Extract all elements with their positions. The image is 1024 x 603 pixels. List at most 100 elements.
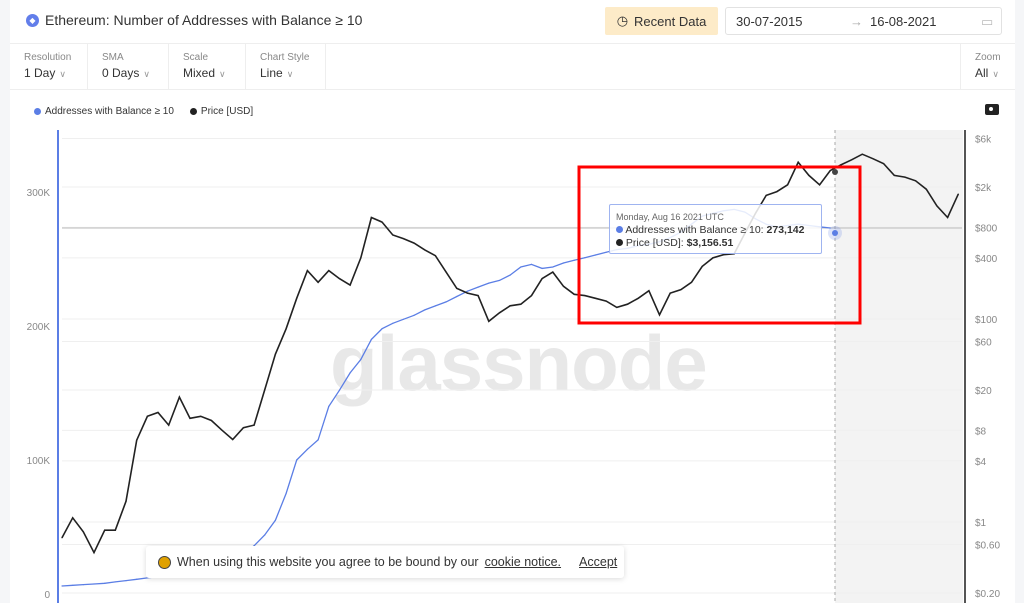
data-point — [829, 227, 831, 229]
date-range-picker[interactable]: 30-07-2015 → 16-08-2021 ▭ — [725, 7, 1002, 35]
ethereum-icon: ◆ — [26, 13, 39, 27]
sma-label: SMA — [102, 52, 124, 63]
recent-data-label: Recent Data — [634, 13, 707, 29]
chart-style-select[interactable]: Chart Style Line ∨ — [246, 44, 326, 90]
data-point — [776, 190, 778, 193]
data-point — [349, 284, 351, 286]
chevron-down-icon: ∨ — [59, 69, 66, 79]
data-point — [296, 297, 298, 299]
data-point — [488, 282, 490, 284]
right-tick-label: $400 — [975, 254, 998, 265]
data-point — [765, 194, 767, 197]
data-point — [392, 234, 394, 236]
data-point — [72, 584, 74, 586]
legend-label: Addresses with Balance ≥ 10 — [45, 106, 174, 117]
sma-select[interactable]: SMA 0 Days ∨ — [88, 44, 169, 90]
left-tick-label: 200K — [27, 322, 51, 333]
data-point — [306, 448, 309, 450]
data-point — [541, 278, 543, 280]
data-point — [573, 293, 575, 295]
tooltip-value: 273,142 — [766, 224, 805, 236]
data-point — [61, 585, 63, 587]
zoom-label: Zoom — [975, 52, 1001, 63]
data-point — [370, 216, 373, 219]
data-point — [690, 281, 693, 283]
resolution-select[interactable]: Resolution 1 Day ∨ — [10, 44, 88, 90]
right-tick-label: $0.60 — [975, 541, 1000, 552]
data-point — [786, 184, 789, 186]
right-tick-label: $60 — [975, 338, 992, 349]
data-point — [477, 286, 479, 288]
data-point — [584, 295, 586, 297]
scale-label: Scale — [183, 52, 209, 63]
clock-icon: ◷ — [616, 13, 629, 28]
data-point — [93, 551, 95, 554]
data-point — [701, 265, 703, 267]
right-tick-label: $1 — [975, 518, 987, 529]
zoom-value: All — [975, 66, 989, 80]
data-point — [456, 295, 458, 298]
chevron-down-icon: ∨ — [286, 69, 294, 79]
data-point — [424, 249, 426, 251]
data-point — [530, 263, 533, 265]
data-point — [936, 205, 938, 207]
data-point — [488, 320, 490, 322]
hover-point-addresses — [832, 230, 838, 236]
date-from[interactable]: 30-07-2015 — [736, 14, 803, 29]
scale-select[interactable]: Scale Mixed ∨ — [169, 44, 246, 90]
accept-button[interactable]: Accept — [579, 555, 618, 569]
recent-data-button[interactable]: ◷ Recent Data — [605, 7, 718, 35]
data-point — [648, 290, 650, 292]
cookie-banner: When using this website you agree to be … — [146, 546, 624, 578]
zoom-select[interactable]: Zoom All ∨ — [960, 44, 1015, 90]
data-point — [200, 415, 202, 417]
chevron-down-icon: ∨ — [219, 69, 226, 79]
data-point — [168, 424, 170, 426]
chart-legend: Addresses with Balance ≥ 10 Price [USD] — [34, 106, 253, 117]
tooltip-date: Monday, Aug 16 2021 UTC — [616, 212, 724, 222]
tooltip-label: Addresses with Balance ≥ 10: — [625, 224, 767, 236]
right-tick-label: $100 — [975, 315, 998, 326]
data-point — [541, 267, 543, 269]
data-point — [434, 255, 437, 257]
data-point — [285, 328, 287, 330]
data-point — [509, 274, 511, 276]
date-to[interactable]: 16-08-2021 — [870, 14, 937, 29]
data-point — [317, 439, 319, 441]
data-point — [370, 338, 373, 340]
data-point — [242, 427, 244, 429]
cookie-text: When using this website you agree to be … — [177, 555, 479, 569]
legend-item-price[interactable]: Price [USD] — [189, 106, 254, 117]
camera-icon[interactable] — [985, 104, 999, 115]
data-point — [232, 438, 234, 441]
data-point — [136, 578, 138, 580]
data-point — [264, 534, 266, 536]
legend-label: Price [USD] — [200, 106, 254, 117]
data-point — [157, 411, 159, 414]
data-point — [360, 257, 362, 259]
chart-style-value: Line — [260, 66, 283, 80]
data-point — [221, 429, 223, 431]
data-point — [509, 305, 511, 307]
data-point — [680, 288, 682, 291]
chart-style-label: Chart Style — [260, 52, 310, 63]
data-point — [360, 358, 362, 361]
data-point — [72, 517, 74, 519]
data-point — [82, 584, 84, 586]
watermark: glassnode — [330, 319, 708, 407]
data-point — [957, 193, 959, 195]
data-point — [125, 500, 127, 502]
data-point — [296, 459, 298, 461]
data-point — [829, 169, 831, 172]
legend-item-addresses[interactable]: Addresses with Balance ≥ 10 — [34, 106, 174, 117]
cookie-notice-link[interactable]: cookie notice. — [484, 555, 562, 569]
data-point — [445, 271, 447, 273]
cookie-icon — [158, 555, 171, 569]
data-point — [904, 176, 906, 178]
tooltip: Monday, Aug 16 2021 UTC Addresses with B… — [609, 204, 822, 254]
data-point — [808, 174, 810, 176]
data-point — [381, 221, 383, 223]
data-point — [466, 292, 469, 294]
data-point — [616, 306, 618, 309]
calendar-icon[interactable]: ▭ — [981, 14, 994, 29]
